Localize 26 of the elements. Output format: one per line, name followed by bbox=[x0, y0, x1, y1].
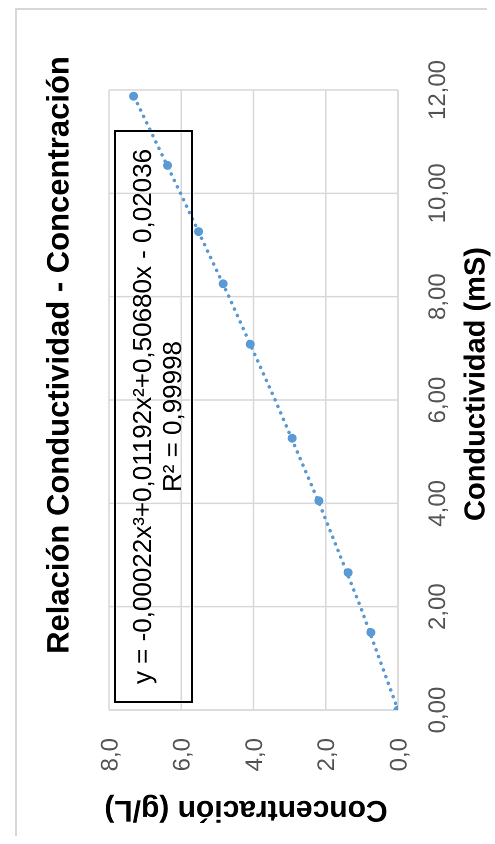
x-tick-label: 2,0 bbox=[313, 738, 340, 772]
point bbox=[218, 279, 228, 288]
y-tick-label: 6,00 bbox=[424, 376, 451, 424]
point bbox=[163, 160, 172, 170]
point bbox=[344, 568, 353, 578]
y-tick-label: 0,00 bbox=[424, 686, 451, 734]
x-tick-label: 8,0 bbox=[96, 738, 124, 772]
y-tick-label: 10,00 bbox=[424, 163, 451, 224]
y-tick-label: 12,00 bbox=[424, 60, 451, 120]
y-axis-title: Conductividad (mS) bbox=[460, 247, 492, 521]
text: Relación Conductividad - Concentración bbox=[40, 56, 76, 654]
annotation: R² = 0,99998 bbox=[157, 340, 187, 494]
point bbox=[366, 628, 376, 637]
annotation: y = -0,00022x³+0,01192x²+0,50680x - 0,02036 bbox=[127, 148, 157, 686]
x-tick-label: 4,0 bbox=[240, 738, 268, 772]
point bbox=[288, 434, 297, 443]
point bbox=[194, 227, 204, 236]
x-axis-title: Concentración (g/L) bbox=[104, 794, 388, 827]
y-tick-label: 2,00 bbox=[424, 583, 451, 630]
y-tick-label: 4,00 bbox=[424, 480, 451, 527]
point bbox=[129, 92, 138, 101]
point bbox=[314, 496, 324, 506]
point bbox=[246, 340, 255, 349]
y-tick-label: 8,00 bbox=[424, 273, 451, 320]
x-tick-label: 0,0 bbox=[385, 738, 412, 772]
x-tick-label: 6,0 bbox=[168, 738, 196, 772]
